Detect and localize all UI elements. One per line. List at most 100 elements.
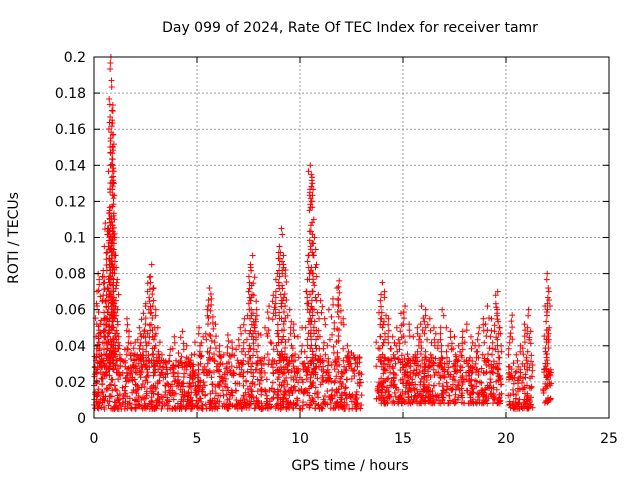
data-point [320,345,327,352]
data-point [301,348,308,355]
data-point [495,318,502,325]
data-point [280,368,287,375]
data-point [275,374,282,381]
data-point [258,405,265,412]
data-point [226,367,233,374]
data-point [111,398,118,405]
data-point [328,361,335,368]
data-point [112,386,119,393]
data-point [317,297,324,304]
data-point [441,374,448,381]
data-point [202,330,209,337]
data-point [335,295,342,302]
data-point [317,353,324,360]
data-point [254,397,261,404]
data-point [195,366,202,373]
data-point [509,374,516,381]
data-point [474,390,481,397]
data-point [278,348,285,355]
data-point [510,360,517,367]
data-point [130,345,137,352]
data-point [216,368,223,375]
data-point [209,381,216,388]
data-point [111,382,118,389]
data-point [105,126,112,132]
data-point [468,345,475,352]
data-point [282,266,289,273]
data-point [212,321,219,328]
data-point [143,363,150,370]
data-point [322,377,329,384]
data-point [392,393,399,400]
data-point [517,366,524,373]
data-point [279,270,286,277]
data-point [400,398,407,405]
data-point [198,339,205,346]
data-point [258,367,265,374]
data-point [145,340,152,347]
data-point [406,327,413,334]
data-point [492,300,499,307]
data-point [170,370,177,377]
data-point [525,312,532,319]
data-point [496,391,503,398]
data-point [246,342,253,349]
data-point [419,327,426,334]
data-point [110,165,117,172]
data-point [277,291,284,298]
data-point [492,292,499,299]
data-point [139,364,146,371]
data-point [430,382,437,389]
data-point [197,342,204,349]
data-point [280,308,287,315]
data-point [276,243,283,250]
data-point [205,297,212,304]
data-point [452,351,459,358]
data-point [343,376,350,383]
data-point [171,369,178,376]
data-point [496,354,503,361]
data-point [433,393,440,400]
data-point [306,207,313,214]
data-point [524,360,531,367]
data-point [285,402,292,409]
data-point [524,324,531,331]
data-point [376,354,383,361]
data-point [309,204,316,211]
data-point [115,339,122,346]
data-point [438,342,445,349]
data-point [162,374,169,381]
x-axis-label: GPS time / hours [291,458,408,474]
data-point [385,388,392,395]
data-point [249,252,256,259]
data-point [97,293,104,300]
data-point [428,339,435,346]
data-point [543,276,550,283]
data-point [413,398,420,405]
data-point [338,403,345,410]
data-point [505,351,512,358]
data-point [112,252,119,259]
data-point [152,366,159,373]
data-point [445,364,452,371]
data-point [148,309,155,316]
data-point [300,390,307,397]
data-point [146,274,153,281]
data-point [180,340,187,347]
data-point [482,321,489,328]
data-point [437,330,444,337]
data-point [126,328,133,335]
data-point [388,345,395,352]
data-point [454,396,461,403]
data-point [206,367,213,374]
data-point [184,392,191,399]
data-point [528,352,535,359]
data-point [523,354,530,361]
data-point [110,366,117,373]
data-point [149,285,156,292]
data-point [310,360,317,367]
data-point [528,358,535,365]
data-point [124,321,131,328]
data-point [107,135,114,142]
y-tick-label: 0.1 [64,231,86,247]
